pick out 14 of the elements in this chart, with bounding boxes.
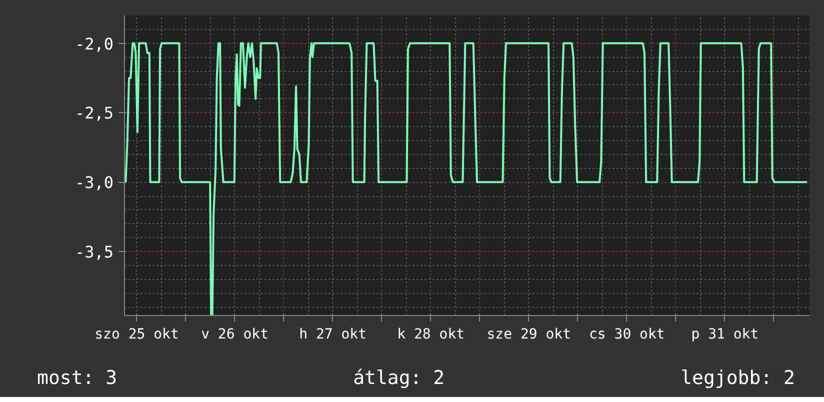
x-tick-label: v 26 okt [201, 326, 269, 342]
x-tick-label: cs 30 okt [588, 326, 665, 342]
x-tick-label: k 28 okt [397, 326, 465, 342]
y-tick-label: -3,5 [74, 242, 114, 262]
x-tick-label: h 27 okt [299, 326, 367, 342]
text: most: 3 [37, 366, 118, 391]
y-tick-label: -2,0 [74, 34, 114, 54]
x-tick-label: p 31 okt [691, 326, 759, 342]
y-tick-label: -2,5 [74, 104, 114, 123]
x-tick-label: szo 25 okt [94, 326, 179, 342]
text: legjobb: 2 [680, 366, 795, 391]
y-tick-label: -3,0 [74, 173, 114, 192]
x-tick-label: sze 29 okt [486, 326, 572, 342]
text: átlag: 2 [353, 366, 445, 391]
